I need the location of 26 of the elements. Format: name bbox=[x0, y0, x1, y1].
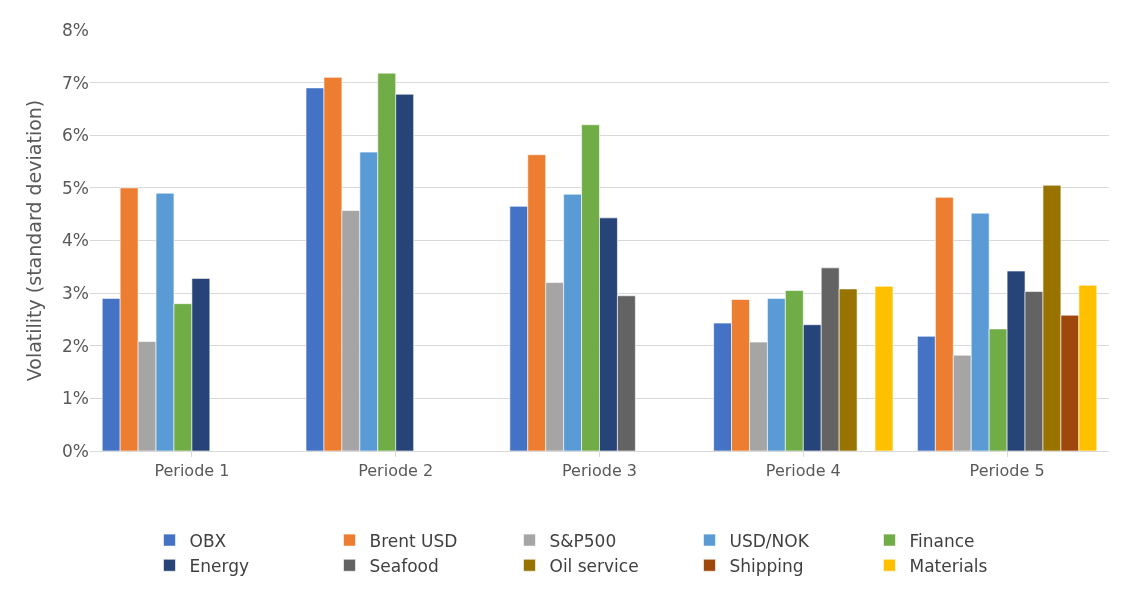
x-tick-label: Periode 4 bbox=[765, 461, 841, 481]
y-tick-label: 0% bbox=[62, 440, 89, 461]
bar bbox=[874, 285, 894, 451]
y-tick-label: 2% bbox=[62, 335, 89, 356]
y-tick-label: 3% bbox=[62, 283, 89, 304]
x-tick-label: Periode 2 bbox=[358, 461, 434, 481]
y-tick-label: 8% bbox=[62, 19, 89, 40]
y-tick-label: 1% bbox=[62, 388, 89, 409]
x-tick-label: Periode 3 bbox=[562, 461, 637, 481]
legend-label: Oil service bbox=[549, 555, 639, 576]
legend-label: Shipping bbox=[729, 555, 804, 576]
legend-label: OBX bbox=[189, 530, 227, 551]
y-tick-label: 7% bbox=[62, 72, 89, 93]
y-tick-label: 5% bbox=[62, 177, 89, 198]
x-tick-label: Periode 5 bbox=[969, 461, 1045, 481]
legend-label: Brent USD bbox=[369, 530, 458, 551]
legend-label: S&P500 bbox=[549, 530, 617, 551]
x-tick-label: Periode 1 bbox=[154, 461, 230, 481]
y-tick-label: 4% bbox=[62, 230, 89, 251]
y-tick-label: 6% bbox=[62, 125, 89, 146]
y-axis-title: Volatility (standard deviation) bbox=[22, 99, 45, 382]
legend-label: Finance bbox=[909, 530, 975, 551]
legend-label: Energy bbox=[189, 555, 250, 576]
legend-label: Materials bbox=[909, 555, 988, 576]
legend-label: USD/NOK bbox=[729, 530, 810, 551]
legend-label: Seafood bbox=[369, 555, 439, 576]
